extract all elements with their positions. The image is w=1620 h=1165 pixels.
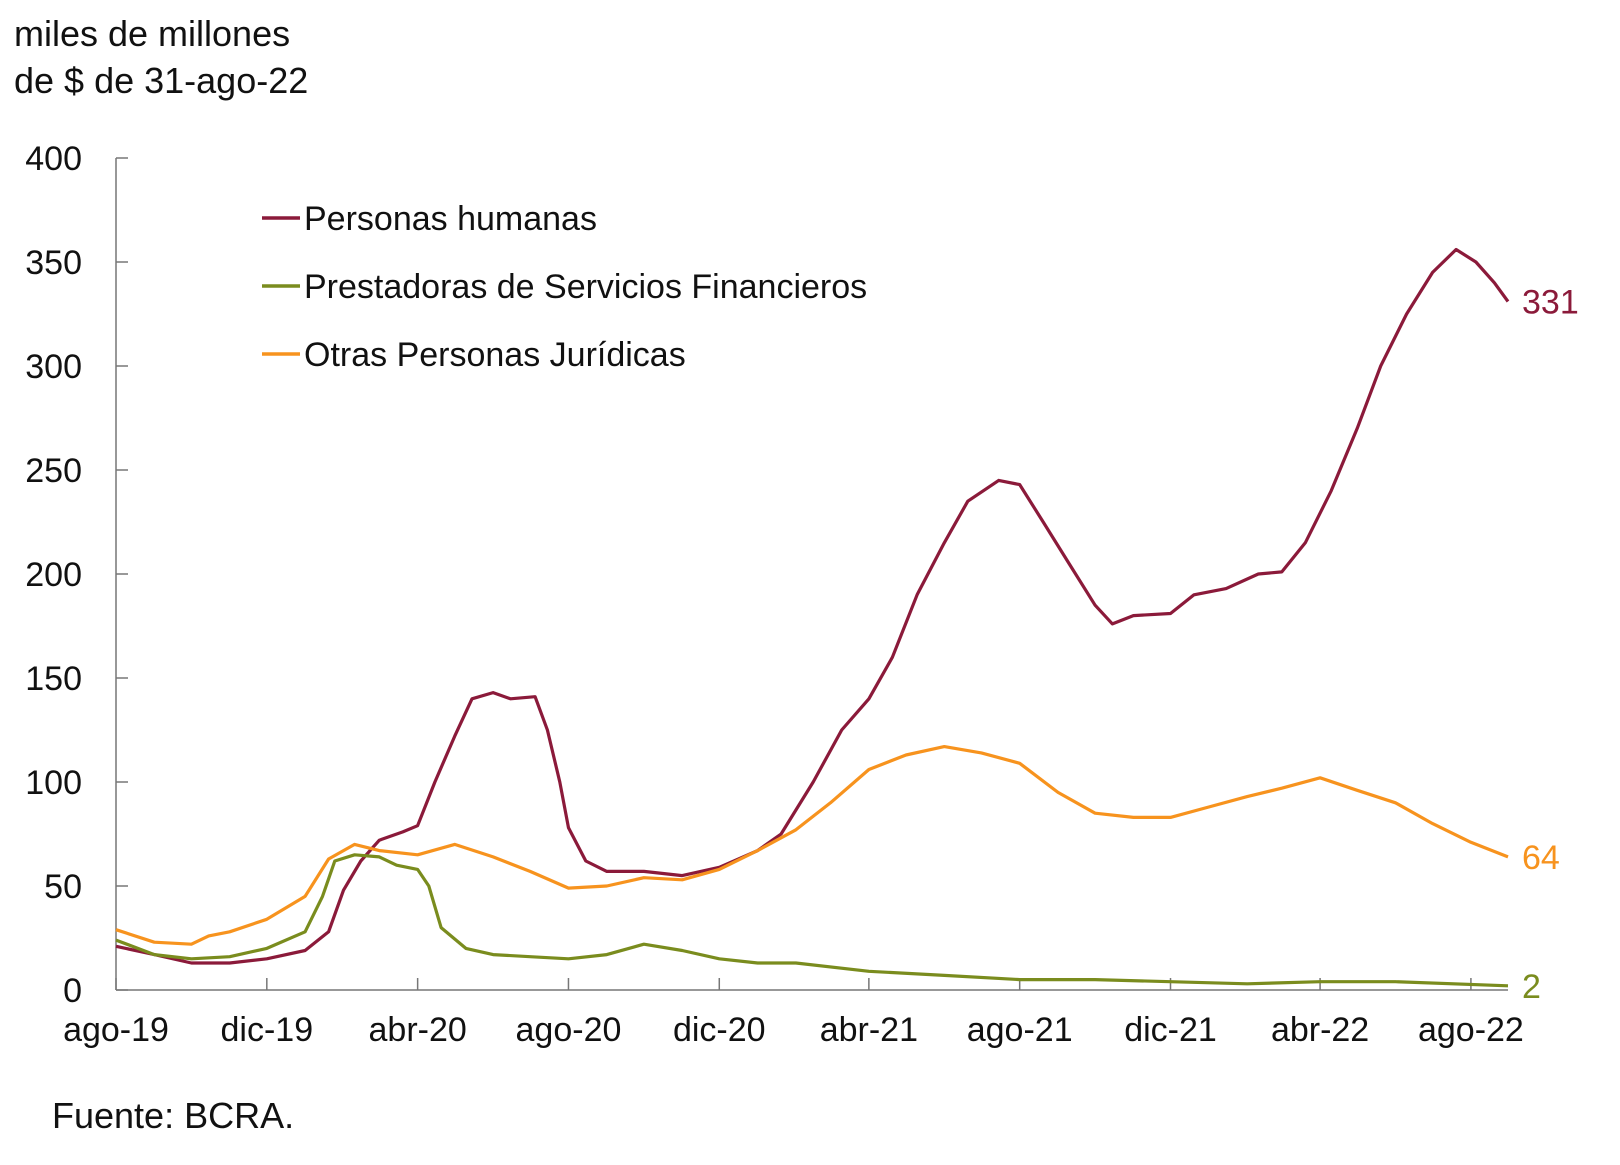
y-tick-label: 100 [25, 764, 82, 802]
x-tick-label: abr-20 [369, 1011, 467, 1049]
y-tick-label: 50 [44, 868, 82, 906]
x-tick-label: ago-21 [967, 1011, 1073, 1049]
y-tick-label: 400 [25, 140, 82, 178]
y-tick-label: 300 [25, 348, 82, 386]
x-tick-label: dic-20 [673, 1011, 766, 1049]
x-tick-label: abr-21 [820, 1011, 918, 1049]
series-end-label-3: 64 [1522, 839, 1560, 877]
y-tick-label: 350 [25, 244, 82, 282]
x-tick-label: abr-22 [1271, 1011, 1369, 1049]
series-line-1 [115, 247, 1510, 965]
source-note: Fuente: BCRA. [52, 1095, 295, 1136]
y-tick-label: 150 [25, 660, 82, 698]
x-tick-label: ago-22 [1418, 1011, 1524, 1049]
y-tick-label: 200 [25, 556, 82, 594]
series-end-label-1: 331 [1522, 284, 1579, 322]
legend-label-3: Otras Personas Jurídicas [304, 336, 686, 374]
y-tick-label: 0 [63, 972, 82, 1010]
series-end-label-2: 2 [1522, 968, 1541, 1006]
x-tick-label: ago-19 [63, 1011, 169, 1049]
series-line-2 [115, 853, 1509, 988]
series-line-3 [115, 745, 1509, 946]
y-tick-label: 250 [25, 452, 82, 490]
legend-label-1: Personas humanas [304, 200, 597, 238]
x-tick-label: dic-21 [1124, 1011, 1217, 1049]
y-axis-title: miles de millones de $ de 31-ago-22 [14, 10, 308, 104]
x-tick-label: dic-19 [221, 1011, 314, 1049]
y-axis-title-line2: de $ de 31-ago-22 [14, 60, 309, 101]
x-tick-label: ago-20 [516, 1011, 622, 1049]
y-axis-title-line1: miles de millones [14, 13, 291, 54]
legend-label-2: Prestadoras de Servicios Financieros [304, 268, 867, 306]
